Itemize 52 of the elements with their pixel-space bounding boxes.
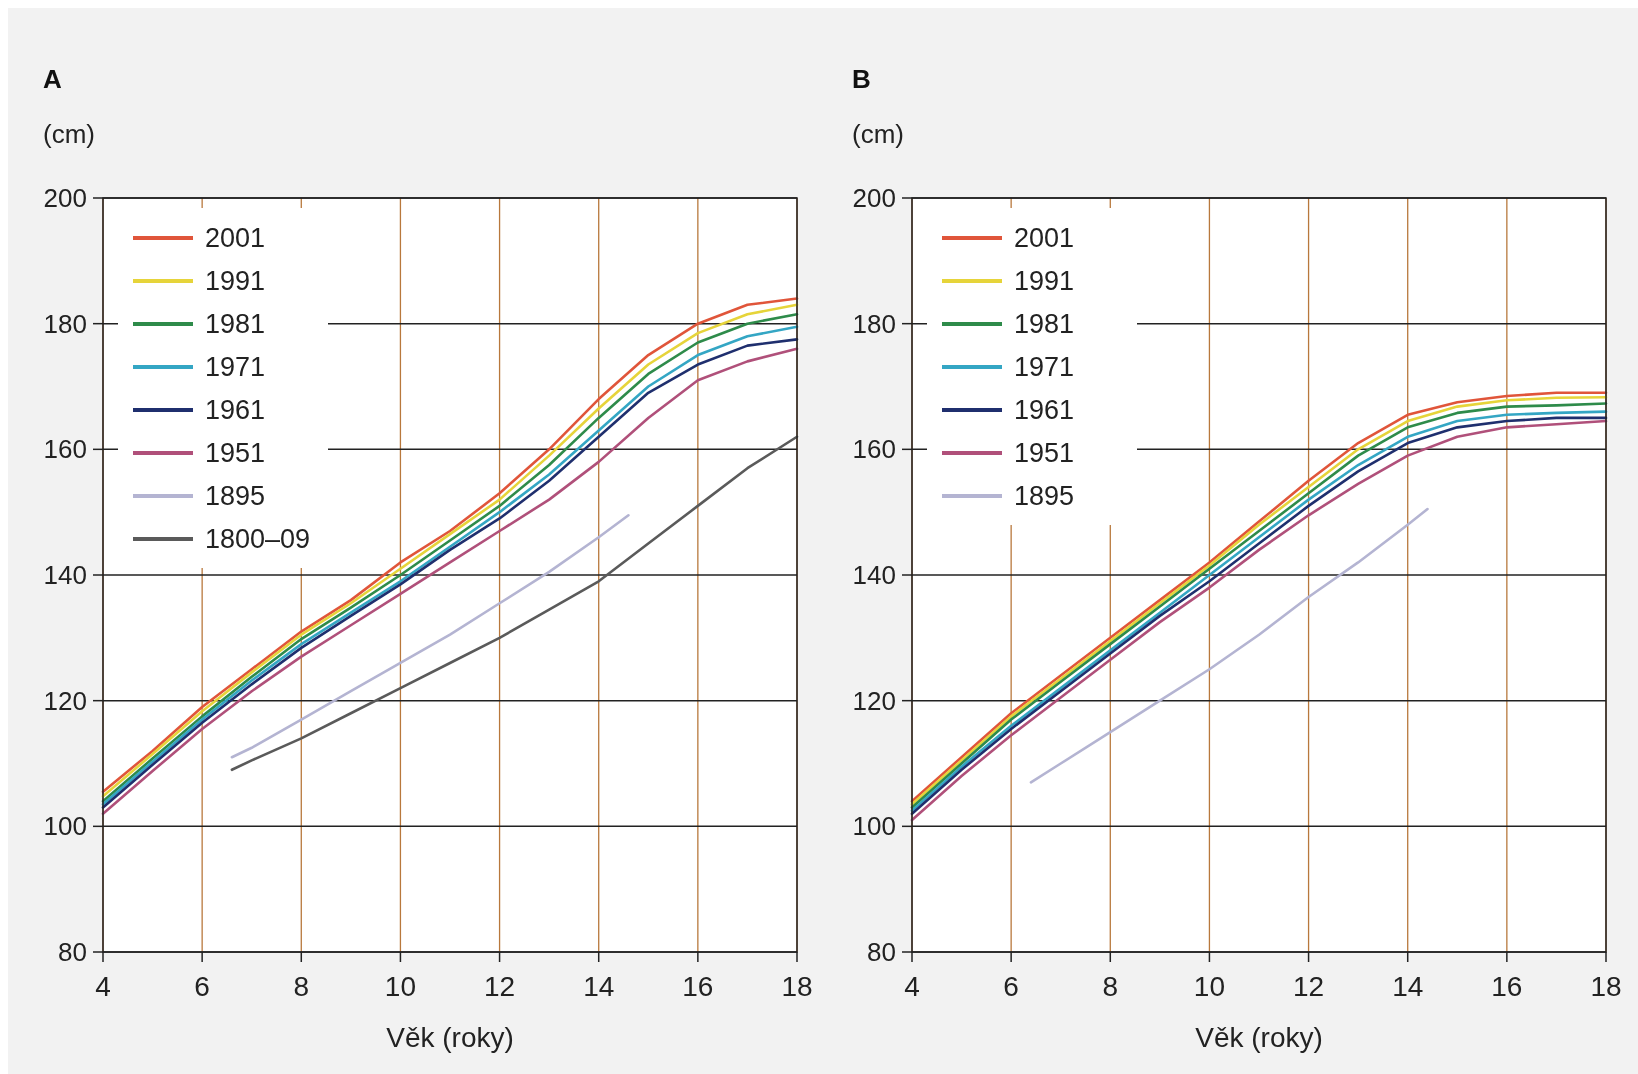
- y-axis-title: (cm): [43, 119, 95, 149]
- x-tick-label: 6: [1003, 971, 1019, 1002]
- x-tick-label: 4: [904, 971, 920, 1002]
- legend-label: 1800–09: [205, 524, 311, 555]
- line-series: [1029, 507, 1429, 784]
- legend-label: 1895: [1014, 481, 1075, 512]
- x-tick-label: 12: [1292, 971, 1325, 1002]
- legend-label: 1971: [1014, 352, 1075, 383]
- x-axis-title: Věk (roky): [386, 1022, 514, 1053]
- y-tick-label: 140: [852, 560, 896, 591]
- legend-label: 1991: [205, 266, 266, 297]
- legend-label: 2001: [1014, 223, 1075, 254]
- x-tick-label: 14: [1392, 971, 1424, 1002]
- y-tick-label: 120: [852, 685, 896, 716]
- legend-label: 1981: [1014, 309, 1075, 340]
- x-tick-label: 18: [781, 971, 813, 1002]
- legend-label: 2001: [205, 223, 266, 254]
- y-tick-label: 100: [43, 811, 87, 842]
- x-tick-label: 12: [483, 971, 516, 1002]
- x-tick-label: 6: [194, 971, 210, 1002]
- y-tick-label: 80: [867, 937, 896, 968]
- x-tick-label: 8: [1102, 971, 1119, 1002]
- chart-title: A: [43, 64, 62, 94]
- legend-label: 1991: [1014, 266, 1075, 297]
- x-tick-label: 10: [384, 971, 417, 1002]
- y-tick-label: 160: [43, 434, 87, 465]
- y-tick-label: 140: [43, 560, 87, 591]
- legend-label: 1961: [1014, 395, 1075, 426]
- legend-label: 1951: [205, 438, 266, 469]
- x-tick-label: 16: [1491, 971, 1523, 1002]
- x-tick-label: 4: [95, 971, 111, 1002]
- y-tick-label: 200: [43, 183, 87, 214]
- y-tick-label: 100: [852, 811, 896, 842]
- y-tick-label: 120: [43, 685, 87, 716]
- legend-label: 1895: [205, 481, 266, 512]
- x-tick-label: 14: [583, 971, 615, 1002]
- legend-label: 1961: [205, 395, 266, 426]
- legend-label: 1971: [205, 352, 266, 383]
- y-axis-title: (cm): [852, 119, 904, 149]
- x-tick-label: 16: [682, 971, 714, 1002]
- y-tick-label: 80: [58, 937, 87, 968]
- x-tick-label: 8: [293, 971, 310, 1002]
- y-tick-label: 180: [43, 308, 87, 339]
- chart-title: B: [852, 64, 871, 94]
- y-tick-label: 160: [852, 434, 896, 465]
- x-tick-label: 10: [1193, 971, 1226, 1002]
- x-tick-label: 18: [1590, 971, 1622, 1002]
- y-tick-label: 180: [852, 308, 896, 339]
- x-axis-title: Věk (roky): [1195, 1022, 1323, 1053]
- legend-label: 1951: [1014, 438, 1075, 469]
- legend-label: 1981: [205, 309, 266, 340]
- y-tick-label: 200: [852, 183, 896, 214]
